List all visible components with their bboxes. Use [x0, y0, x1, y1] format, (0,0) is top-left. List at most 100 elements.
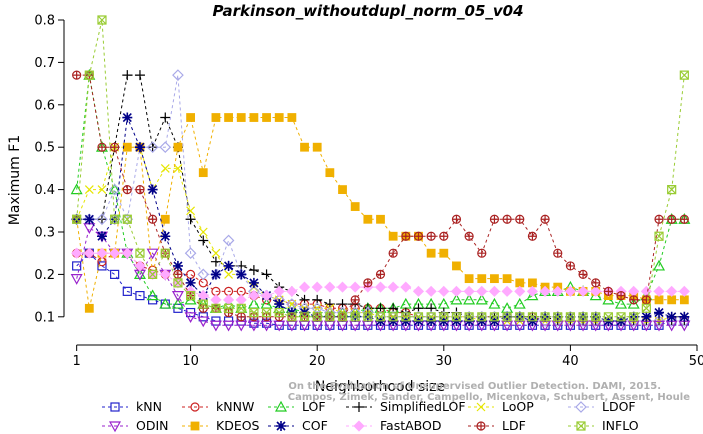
data-point: [72, 70, 82, 80]
data-point: [300, 142, 309, 152]
data-point: [336, 281, 349, 293]
data-point: [565, 312, 575, 322]
data-point: [553, 312, 563, 322]
y-tick-label: 0.2: [34, 268, 55, 283]
data-point: [198, 168, 208, 178]
data-point: [96, 247, 108, 259]
legend-label: LoOP: [502, 399, 534, 414]
data-point: [667, 214, 677, 224]
legend-item-knnw: kNNW: [182, 399, 254, 414]
data-point: [211, 248, 221, 258]
data-point: [412, 285, 425, 297]
data-point: [653, 315, 665, 327]
data-point: [552, 285, 564, 297]
data-point: [96, 213, 108, 226]
data-point: [463, 293, 476, 305]
data-point: [312, 312, 322, 322]
legend-label: FastABOD: [380, 418, 442, 433]
data-point: [274, 113, 284, 122]
data-point: [564, 285, 576, 297]
legend-item-cof: COF: [268, 418, 328, 433]
x-tick-label: 1: [73, 354, 81, 369]
data-point: [540, 312, 550, 322]
data-point: [363, 214, 373, 224]
data-point: [122, 185, 132, 195]
data-point: [274, 400, 288, 412]
watermark-line-2: Campos, Zimek, Sander, Campello, Micenko…: [288, 392, 690, 403]
legend-label: LOF: [302, 399, 326, 414]
data-point: [160, 163, 170, 173]
y-tick-label: 0.3: [34, 226, 55, 241]
data-point: [211, 303, 221, 313]
data-point: [122, 214, 132, 224]
series-layer: [70, 15, 691, 332]
data-point: [260, 290, 273, 302]
data-point: [236, 303, 246, 313]
data-point: [450, 293, 463, 305]
data-point: [488, 297, 501, 309]
data-point: [375, 312, 386, 322]
legend-item-simplifiedlof: SimplifiedLOF: [346, 399, 466, 414]
data-point: [146, 141, 159, 154]
data-point: [679, 295, 689, 305]
legend-label: INFLO: [602, 418, 639, 433]
data-point: [363, 278, 373, 288]
data-point: [210, 294, 222, 306]
y-tick-label: 0.7: [34, 56, 55, 71]
data-point: [475, 293, 488, 305]
data-point: [527, 231, 538, 241]
data-point: [287, 312, 297, 322]
data-point: [211, 113, 221, 122]
data-point: [337, 312, 348, 322]
data-point: [84, 70, 94, 80]
data-point: [97, 15, 107, 25]
data-point: [223, 260, 234, 271]
data-point: [451, 312, 462, 322]
data-point: [235, 294, 247, 306]
data-point: [477, 274, 487, 284]
data-point: [526, 285, 538, 297]
legend-label: LDF: [502, 418, 526, 433]
data-point: [110, 269, 120, 279]
x-axis: 1 10 20 30 40 50: [73, 344, 703, 369]
data-point: [489, 312, 500, 322]
data-point: [476, 285, 488, 297]
data-point: [591, 312, 601, 322]
data-point: [679, 214, 689, 224]
data-point: [502, 312, 512, 322]
data-point: [591, 278, 601, 288]
data-point: [553, 248, 563, 258]
data-point: [502, 274, 512, 284]
data-point: [186, 206, 196, 216]
data-point: [274, 307, 284, 318]
data-point: [261, 269, 272, 280]
y-tick-label: 0.8: [34, 14, 55, 29]
series-lof: [70, 68, 691, 318]
legend-item-inflo: INFLO: [568, 418, 639, 433]
data-point: [679, 70, 689, 80]
data-point: [666, 285, 678, 297]
data-point: [186, 291, 196, 301]
legend-label: COF: [302, 418, 328, 433]
legend-item-odin: ODIN: [102, 418, 169, 433]
data-point: [185, 214, 196, 225]
data-point: [84, 303, 94, 313]
data-point: [97, 261, 107, 271]
data-point: [121, 213, 134, 226]
data-point: [477, 248, 487, 258]
x-tick-label: 40: [562, 354, 579, 369]
legend-item-lof: LOF: [268, 399, 326, 414]
data-point: [236, 269, 247, 280]
data-point: [324, 281, 336, 293]
data-point: [135, 291, 145, 301]
data-point: [224, 269, 234, 279]
data-point: [109, 247, 121, 259]
data-point: [590, 285, 602, 297]
data-point: [603, 286, 613, 296]
data-point: [527, 312, 538, 322]
data-point: [70, 274, 83, 285]
data-point: [198, 235, 209, 246]
data-point: [539, 285, 551, 297]
data-point: [325, 312, 335, 322]
y-axis: 0.1 0.2 0.3 0.4 0.5 0.6 0.7 0.8: [34, 14, 65, 325]
